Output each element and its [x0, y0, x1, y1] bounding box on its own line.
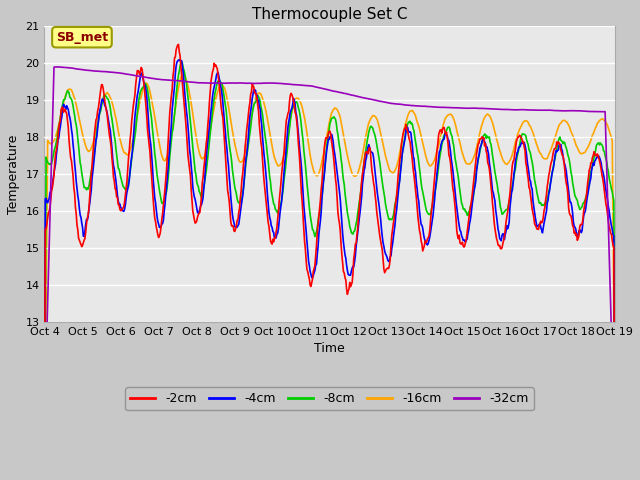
Legend: -2cm, -4cm, -8cm, -16cm, -32cm: -2cm, -4cm, -8cm, -16cm, -32cm: [125, 387, 534, 410]
Y-axis label: Temperature: Temperature: [7, 134, 20, 214]
Text: SB_met: SB_met: [56, 31, 108, 44]
Title: Thermocouple Set C: Thermocouple Set C: [252, 7, 407, 22]
X-axis label: Time: Time: [314, 342, 345, 355]
